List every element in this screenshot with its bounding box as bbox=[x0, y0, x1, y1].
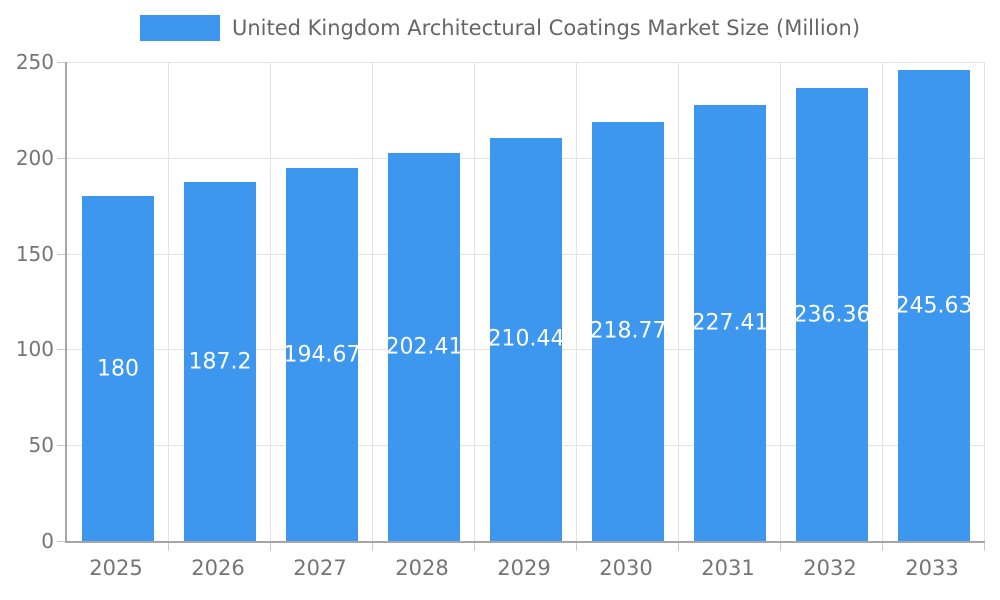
y-tick-mark bbox=[57, 445, 65, 447]
x-axis-labels: 2025 2026 2027 2028 2029 2030 2031 2032 2033 bbox=[65, 556, 983, 588]
x-axis-tick-label: 2025 bbox=[89, 556, 143, 580]
y-axis-tick-label: 50 bbox=[28, 433, 54, 458]
legend-swatch-icon bbox=[139, 15, 220, 41]
v-gridline bbox=[678, 62, 679, 541]
bar-value-label: 236.36 bbox=[793, 302, 871, 328]
v-gridline bbox=[882, 62, 883, 541]
x-tick-mark bbox=[780, 543, 781, 551]
bar-value-label: 202.41 bbox=[385, 334, 463, 360]
v-gridline bbox=[780, 62, 781, 541]
x-tick-mark bbox=[270, 543, 271, 551]
bar-2032[interactable] bbox=[796, 88, 868, 541]
bar-2030[interactable] bbox=[592, 121, 664, 541]
bar-2033[interactable] bbox=[898, 70, 970, 541]
bar-2028[interactable] bbox=[388, 153, 460, 541]
x-tick-mark bbox=[882, 543, 883, 551]
bar-value-label: 194.67 bbox=[283, 342, 361, 368]
x-axis-tick-label: 2026 bbox=[191, 556, 245, 580]
y-tick-mark bbox=[57, 541, 65, 542]
v-gridline bbox=[984, 62, 985, 541]
y-tick-mark bbox=[57, 62, 65, 63]
bar-value-label: 245.63 bbox=[895, 293, 973, 319]
h-gridline bbox=[67, 62, 985, 63]
x-tick-mark bbox=[678, 543, 679, 551]
y-tick-mark bbox=[57, 253, 65, 255]
v-gridline bbox=[372, 62, 373, 541]
y-tick-mark bbox=[57, 349, 65, 351]
x-tick-mark bbox=[576, 543, 577, 551]
x-axis-tick-label: 2028 bbox=[395, 556, 449, 580]
y-axis-tick-label: 100 bbox=[15, 337, 54, 362]
bar-2029[interactable] bbox=[490, 137, 562, 541]
y-axis-tick-label: 250 bbox=[15, 50, 54, 74]
y-axis-labels: 0 50 100 150 200 250 bbox=[0, 50, 54, 553]
v-gridline bbox=[576, 62, 577, 541]
x-axis-tick-label: 2031 bbox=[701, 556, 755, 580]
bar-2027[interactable] bbox=[286, 168, 358, 541]
v-gridline bbox=[474, 62, 475, 541]
y-tick-mark bbox=[57, 157, 65, 159]
x-axis-tick-label: 2033 bbox=[905, 556, 959, 580]
bar-value-label: 227.41 bbox=[691, 310, 769, 336]
y-axis-tick-label: 150 bbox=[15, 241, 54, 266]
x-tick-mark bbox=[984, 543, 985, 551]
chart-legend[interactable]: United Kingdom Architectural Coatings Ma… bbox=[0, 15, 1000, 41]
y-axis-tick-label: 200 bbox=[15, 145, 54, 170]
x-tick-mark bbox=[474, 543, 475, 551]
bar-value-label: 180 bbox=[97, 356, 139, 382]
v-gridline bbox=[168, 62, 169, 541]
bar-2026[interactable] bbox=[184, 182, 256, 541]
x-axis-tick-label: 2029 bbox=[497, 556, 551, 580]
x-axis-tick-label: 2030 bbox=[599, 556, 653, 580]
v-gridline bbox=[270, 62, 271, 541]
x-axis-tick-label: 2027 bbox=[293, 556, 347, 580]
bar-value-label: 218.77 bbox=[589, 318, 667, 344]
bar-value-label: 187.2 bbox=[188, 349, 252, 375]
x-axis-tick-label: 2032 bbox=[803, 556, 857, 580]
y-axis-tick-label: 0 bbox=[41, 529, 54, 553]
x-tick-mark bbox=[372, 543, 373, 551]
bar-value-label: 210.44 bbox=[487, 326, 565, 352]
plot-area: 180 187.2 194.67 202.41 210.44 218.77 227.41 23… bbox=[57, 62, 985, 551]
legend-label: United Kingdom Architectural Coatings Ma… bbox=[231, 16, 861, 40]
x-tick-mark bbox=[168, 543, 169, 551]
bar-2031[interactable] bbox=[694, 105, 766, 541]
bar-2025[interactable] bbox=[82, 196, 154, 541]
